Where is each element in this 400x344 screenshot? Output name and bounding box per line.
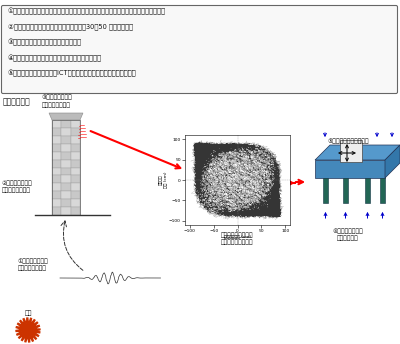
Polygon shape: [52, 199, 61, 207]
Polygon shape: [52, 191, 61, 199]
Polygon shape: [52, 175, 61, 183]
Y-axis label: 南北方向
変位 (cm): 南北方向 変位 (cm): [159, 172, 168, 188]
Text: ①東海・東南海地震運動型の巨大地震によって生じる長周期地震動をシミュレーション: ①東海・東南海地震運動型の巨大地震によって生じる長周期地震動をシミュレーション: [8, 8, 166, 15]
Text: 震源: 震源: [24, 310, 32, 316]
Polygon shape: [61, 136, 71, 144]
Bar: [365, 178, 370, 203]
Text: ⑤建物内に収容されているICT装置や各種重要設備の耐震性能を検証: ⑤建物内に収容されているICT装置や各種重要設備の耐震性能を検証: [8, 70, 137, 77]
Polygon shape: [52, 136, 61, 144]
Polygon shape: [52, 183, 61, 191]
Polygon shape: [52, 168, 61, 175]
Polygon shape: [71, 144, 80, 152]
Polygon shape: [71, 168, 80, 175]
Polygon shape: [71, 120, 80, 128]
Polygon shape: [71, 199, 80, 207]
Polygon shape: [61, 199, 71, 207]
Text: ②長周期地震動を建物モデル（超高層ビル30～50 階建）に入力: ②長周期地震動を建物モデル（超高層ビル30～50 階建）に入力: [8, 23, 133, 30]
Bar: [323, 178, 328, 203]
Polygon shape: [61, 175, 71, 183]
Polygon shape: [61, 120, 71, 128]
Text: ②長周期地震動を
建物モデルに入力: ②長周期地震動を 建物モデルに入力: [2, 180, 33, 193]
FancyBboxPatch shape: [2, 6, 398, 94]
Bar: [380, 178, 385, 203]
Text: ①長周期地震動を
シミュレーション: ①長周期地震動を シミュレーション: [18, 258, 49, 271]
Polygon shape: [71, 128, 80, 136]
Bar: [343, 178, 348, 203]
Polygon shape: [61, 128, 71, 136]
Polygon shape: [385, 145, 400, 178]
Text: ③建物上層階の揺れをシミュレーション: ③建物上層階の揺れをシミュレーション: [8, 39, 82, 46]
Polygon shape: [16, 318, 40, 342]
Text: ③上層階の揺れを
シミュレーション: ③上層階の揺れを シミュレーション: [42, 95, 73, 108]
Text: 計算により求まった
上層階の揺れの軌跡: 計算により求まった 上層階の揺れの軌跡: [221, 232, 253, 246]
Polygon shape: [71, 160, 80, 168]
Polygon shape: [52, 128, 61, 136]
Polygon shape: [315, 160, 385, 178]
Polygon shape: [61, 207, 71, 215]
Polygon shape: [71, 191, 80, 199]
Polygon shape: [71, 152, 80, 160]
Polygon shape: [52, 207, 61, 215]
Polygon shape: [52, 120, 61, 128]
Polygon shape: [315, 145, 400, 160]
Polygon shape: [61, 191, 71, 199]
Polygon shape: [52, 152, 61, 160]
Text: （イメージ）: （イメージ）: [3, 97, 31, 106]
Polygon shape: [61, 152, 71, 160]
Polygon shape: [61, 168, 71, 175]
Bar: [340, 140, 362, 162]
Polygon shape: [71, 136, 80, 144]
Text: ⑤設備の耐震性能を検証: ⑤設備の耐震性能を検証: [327, 138, 369, 143]
Polygon shape: [61, 144, 71, 152]
Polygon shape: [71, 175, 80, 183]
Polygon shape: [61, 183, 71, 191]
X-axis label: 東西方向変位 (cm): 東西方向変位 (cm): [224, 235, 251, 238]
Polygon shape: [71, 183, 80, 191]
Polygon shape: [49, 113, 83, 120]
Polygon shape: [61, 160, 71, 168]
Polygon shape: [52, 160, 61, 168]
Text: ④計算により求まった上層階の揺れを振動台で再現: ④計算により求まった上層階の揺れを振動台で再現: [8, 54, 102, 62]
Polygon shape: [71, 207, 80, 215]
Polygon shape: [52, 144, 61, 152]
Text: ④上層階の揺れを
振動台で再現: ④上層階の揺れを 振動台で再現: [333, 228, 363, 241]
